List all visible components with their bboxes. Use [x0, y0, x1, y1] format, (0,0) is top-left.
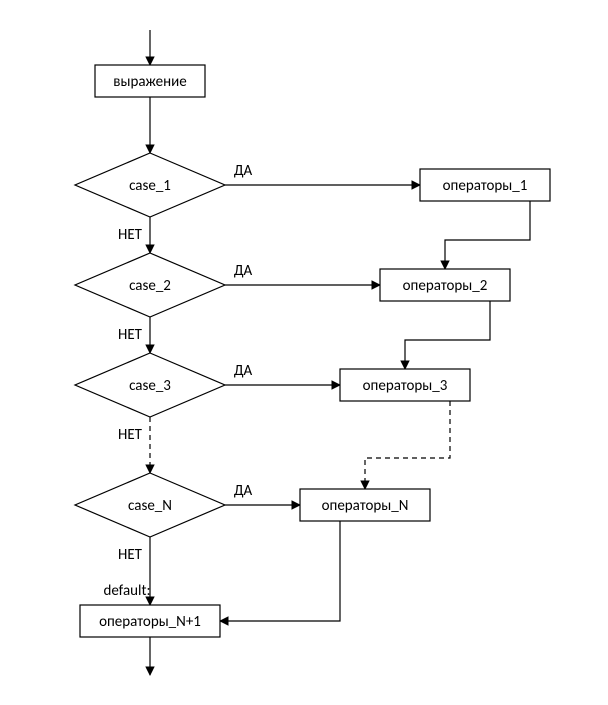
edge-op1-op2 — [445, 201, 530, 269]
node-label-opN: операторы_N — [322, 497, 409, 515]
edge-label-c2-yes: ДА — [234, 262, 253, 280]
edge-label-c3-no-d: НЕТ — [118, 426, 143, 444]
node-label-case3: case_3 — [129, 377, 171, 395]
edge-label-c2-no: НЕТ — [118, 326, 143, 344]
flowchart-canvas: выражение case_1 case_2 case_3 case_N операто… — [0, 0, 608, 705]
edge-label-cN-no: НЕТ — [118, 546, 143, 564]
node-label-case1: case_1 — [129, 177, 171, 195]
node-label-op3: операторы_3 — [363, 377, 448, 395]
node-label-case2: case_2 — [129, 277, 171, 295]
edge-op2-op3 — [405, 301, 490, 369]
edge-label-c3-yes: ДА — [234, 362, 253, 380]
edge-label-default: default: — [103, 582, 150, 600]
node-label-opN1: операторы_N+1 — [99, 613, 201, 631]
node-label-expression: выражение — [113, 73, 186, 91]
node-label-op2: операторы_2 — [403, 277, 488, 295]
edge-label-c1-no: НЕТ — [118, 226, 143, 244]
edge-label-cN-yes: ДА — [234, 482, 253, 500]
edge-opN-opN1 — [220, 521, 340, 621]
edge-op3-opN-d — [365, 401, 450, 489]
node-label-op1: операторы_1 — [443, 177, 528, 195]
node-label-caseN: case_N — [128, 497, 172, 515]
edge-label-c1-yes: ДА — [234, 162, 253, 180]
